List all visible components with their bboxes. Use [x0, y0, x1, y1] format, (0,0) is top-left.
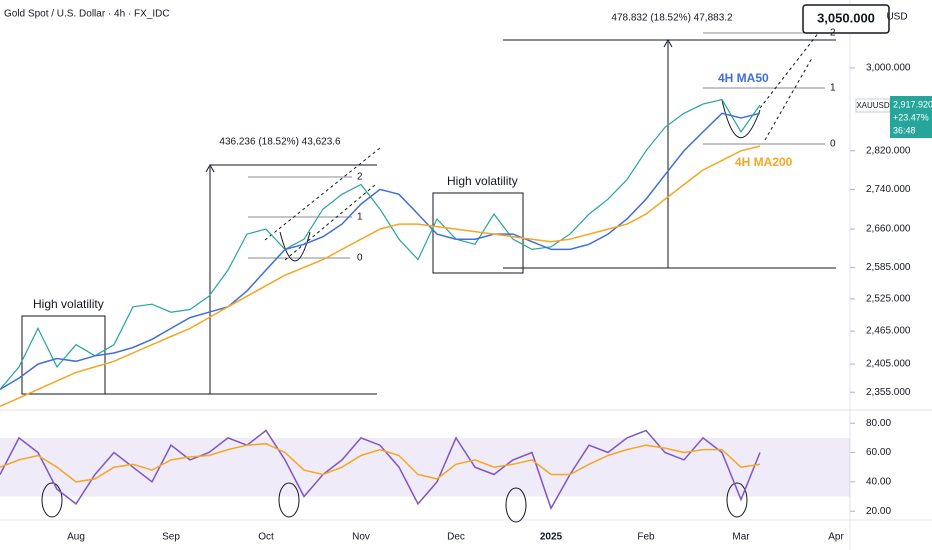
x-tick-label: Oct — [258, 532, 274, 543]
x-tick-label: Apr — [828, 532, 844, 543]
symbol-text: XAUUSD — [856, 101, 890, 110]
price-change: +23.47% — [893, 112, 929, 122]
trend-projection — [284, 184, 376, 261]
series-line — [0, 112, 761, 391]
y-tick-label: 80.00 — [866, 418, 891, 429]
legend-entry: 4H MA200 — [735, 155, 793, 169]
price-tag — [890, 96, 932, 138]
series-line — [0, 429, 761, 511]
y-tick-label: 2,405.000 — [866, 359, 911, 370]
x-tick-label: Nov — [352, 532, 370, 543]
series-line — [0, 98, 761, 390]
fib-label: 2 — [830, 28, 836, 39]
annotation-text: High volatility — [33, 297, 104, 311]
target-text: 3,050.000 — [817, 10, 875, 25]
series-line — [0, 442, 761, 483]
y-tick-label: 2,740.000 — [866, 184, 911, 195]
rsi-circle — [278, 482, 300, 518]
fib-label: 0 — [357, 253, 363, 264]
x-tick-label: 2025 — [540, 532, 563, 543]
y-tick-label: 2,525.000 — [866, 294, 911, 305]
target-callout — [802, 4, 890, 34]
annotations — [21, 4, 890, 523]
y-tick-label: 2,820.000 — [866, 145, 911, 156]
rsi-circle — [505, 487, 527, 523]
fib-label: 2 — [357, 172, 363, 183]
trend-projection — [759, 17, 831, 109]
rsi-circle — [41, 482, 63, 518]
x-tick-label: Mar — [732, 532, 750, 543]
y-tick-label: 3,000.000 — [866, 63, 911, 74]
x-tick-label: Feb — [637, 532, 655, 543]
annotation-text: 478.832 (18.52%) 47,883.2 — [611, 13, 733, 24]
legend-entry: 4H MA50 — [718, 71, 769, 85]
cup-pattern — [721, 99, 761, 139]
arrow-head — [205, 163, 215, 173]
rsi-circle — [726, 482, 748, 518]
x-tick-label: Dec — [447, 532, 465, 543]
y-tick-label: 60.00 — [866, 447, 891, 458]
volatility-box — [432, 192, 524, 274]
annotation-text: High volatility — [447, 174, 518, 188]
arrow-head — [663, 38, 673, 48]
fib-label: 1 — [830, 83, 836, 94]
y-tick-label: 2,585.000 — [866, 262, 911, 273]
rsi-band — [0, 437, 850, 497]
annotation-text: 436.236 (18.52%) 43,623.6 — [219, 137, 341, 148]
countdown: 36:48 — [893, 125, 916, 135]
y-tick-label: 2,465.000 — [866, 326, 911, 337]
x-tick-label: Sep — [162, 532, 180, 543]
x-tick-label: Aug — [67, 532, 85, 543]
series-line — [0, 145, 761, 408]
trend-projection — [764, 57, 813, 141]
fib-label: 0 — [830, 139, 836, 150]
y-tick-label: 20.00 — [866, 506, 891, 517]
chart-title: Gold Spot / U.S. Dollar · 4h · FX_IDC — [4, 9, 170, 20]
trend-projection — [264, 147, 381, 241]
price-text: 2,917.920 — [893, 99, 932, 109]
y-tick-label: 40.00 — [866, 477, 891, 488]
fib-label: 1 — [357, 212, 363, 223]
y-tick-label: 2,355.000 — [866, 387, 911, 398]
y-tick-label: 2,660.000 — [866, 224, 911, 235]
y-unit: USD — [886, 12, 907, 23]
